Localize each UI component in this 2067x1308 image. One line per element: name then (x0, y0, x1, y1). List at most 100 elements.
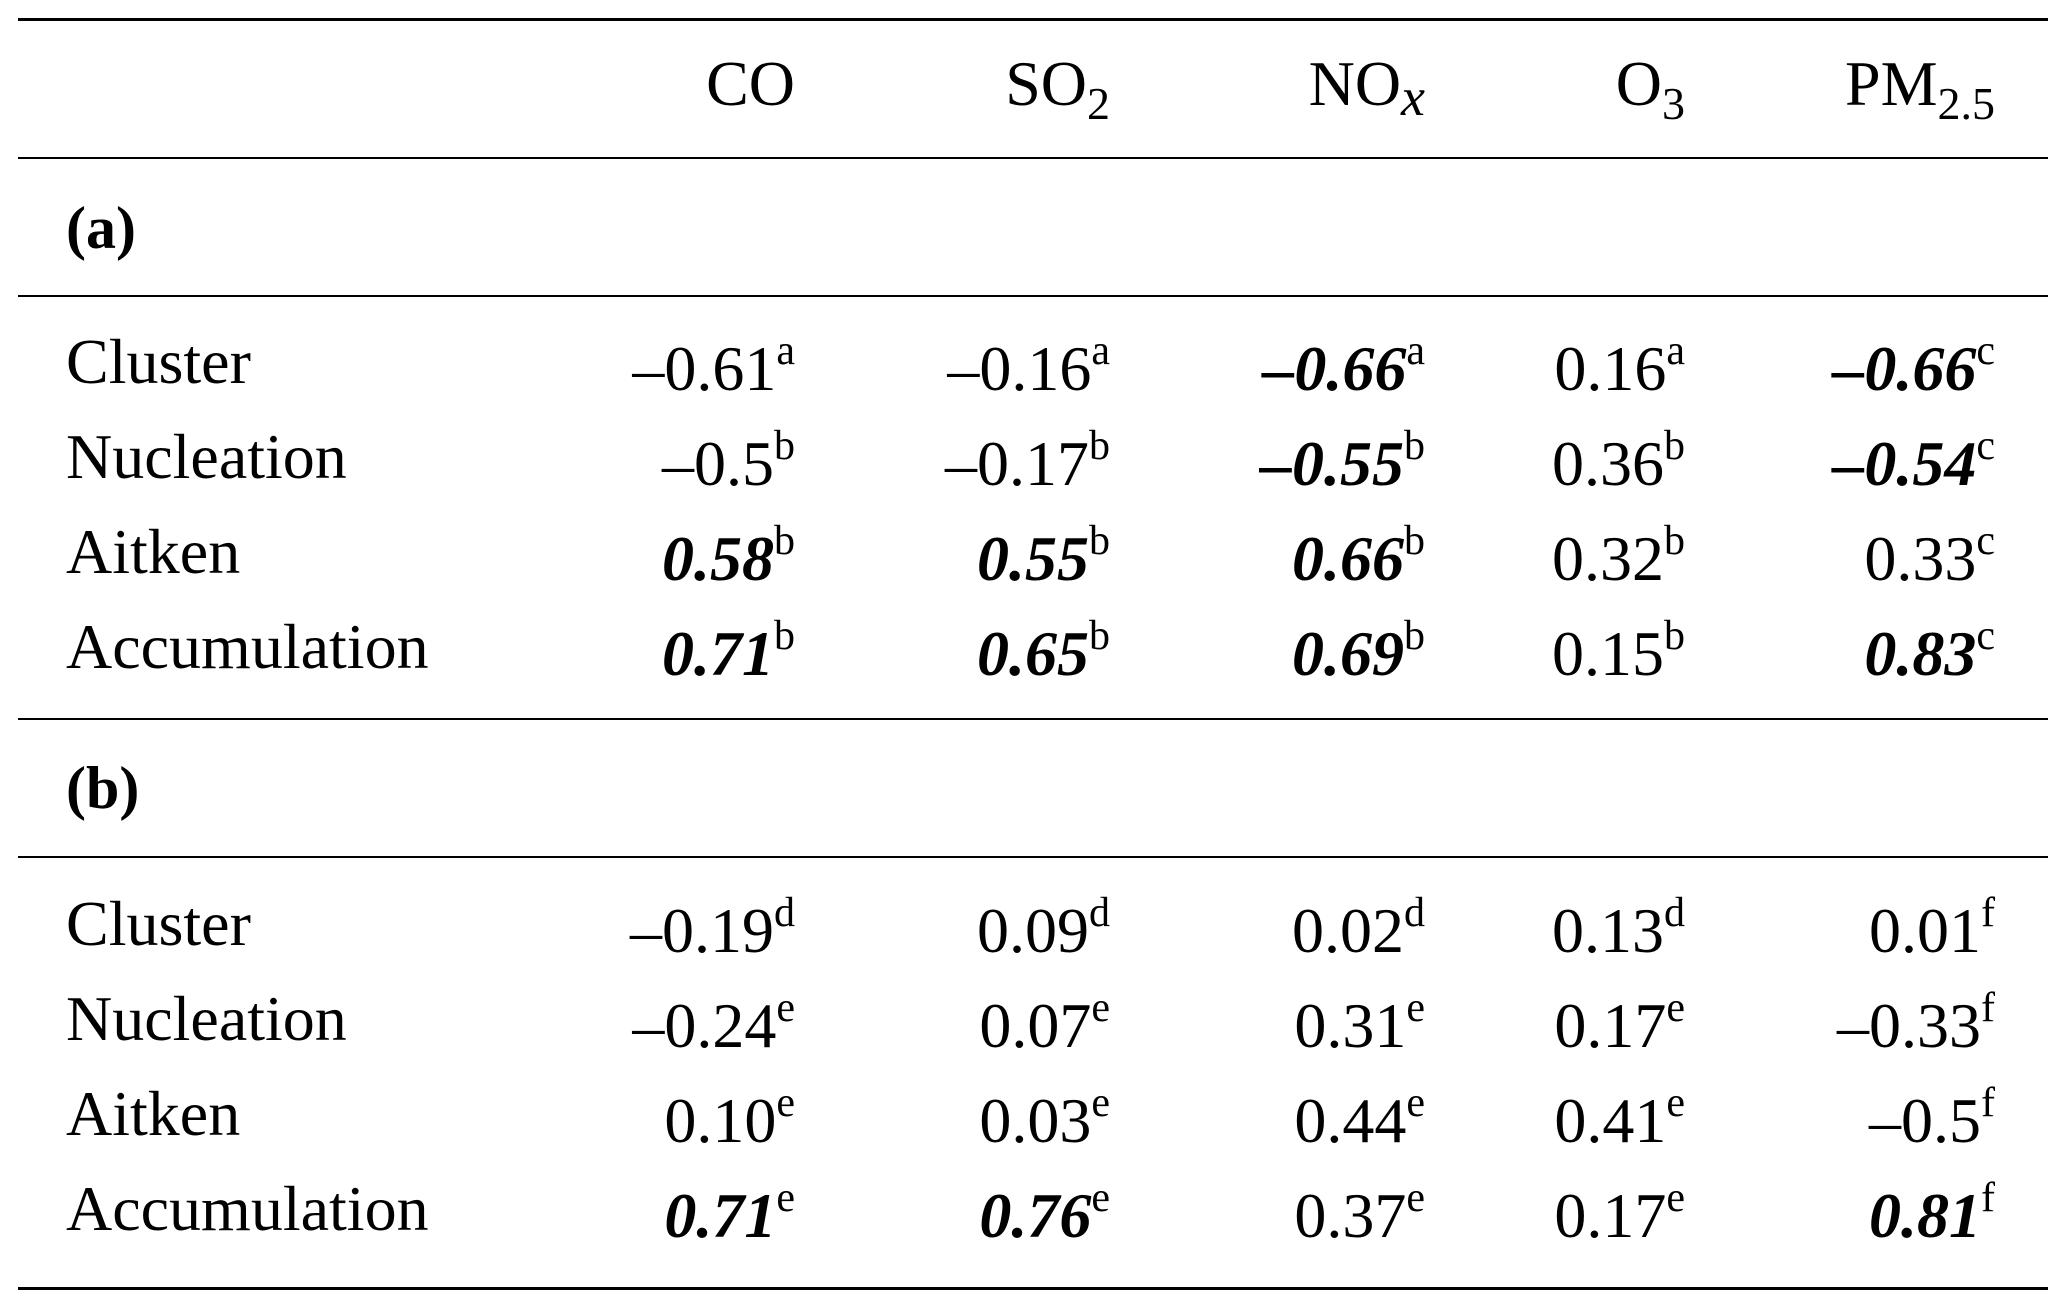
cell-value: 0.10 (664, 1085, 777, 1156)
cell-value: 0.58 (662, 523, 774, 594)
row-label: Accumulation (66, 611, 429, 682)
table-cell: 0.69b (1105, 615, 1425, 686)
cell-footnote-marker: b (774, 613, 795, 659)
section-a-label: (a) (66, 195, 136, 261)
cell-footnote-marker: e (1666, 1175, 1685, 1221)
cell-value: 0.31 (1294, 990, 1407, 1061)
table-cell: 0.44e (1105, 1082, 1425, 1153)
cell-footnote-marker: b (1664, 613, 1685, 659)
table-cell: 0.09d (790, 892, 1110, 963)
cell-value: 0.32 (1552, 523, 1664, 594)
cell-footnote-marker: b (1664, 423, 1685, 469)
cell-footnote-marker: d (1089, 890, 1110, 936)
table-cell: –0.33f (1675, 987, 1995, 1058)
cell-footnote-marker: f (1981, 1080, 1995, 1126)
table-cell: 0.37e (1105, 1177, 1425, 1248)
table-cell: 0.65b (790, 615, 1110, 686)
table-cell: 0.76e (790, 1177, 1110, 1248)
cell-value: 0.01 (1869, 895, 1981, 966)
table-cell: 0.32b (1365, 520, 1685, 591)
cell-footnote-marker: b (774, 518, 795, 564)
cell-value: 0.81 (1869, 1180, 1981, 1251)
cell-value: 0.17 (1554, 1180, 1667, 1251)
table-cell: 0.33c (1675, 520, 1995, 591)
top-rule (18, 18, 2048, 21)
table-cell: 0.41e (1365, 1082, 1685, 1153)
cell-footnote-marker: e (776, 1175, 795, 1221)
table-cell: –0.5f (1675, 1082, 1995, 1153)
table-cell: 0.10e (475, 1082, 795, 1153)
cell-value: –0.24 (632, 990, 777, 1061)
table-cell: 0.55b (790, 520, 1110, 591)
table-cell: –0.24e (475, 987, 795, 1058)
cell-value: –0.16 (947, 333, 1092, 404)
section-b-rule (18, 856, 2048, 858)
cell-footnote-marker: b (1404, 423, 1425, 469)
table-cell: –0.61a (475, 330, 795, 401)
column-header-pm25: PM2.5 (1845, 48, 1995, 129)
cell-footnote-marker: b (1089, 518, 1110, 564)
cell-footnote-marker: b (774, 423, 795, 469)
cell-value: –0.54 (1832, 428, 1977, 499)
cell-footnote-marker: e (1091, 1175, 1110, 1221)
cell-value: 0.37 (1294, 1180, 1407, 1251)
section-divider-rule (18, 718, 2048, 720)
cell-footnote-marker: c (1976, 613, 1995, 659)
cell-footnote-marker: c (1976, 423, 1995, 469)
cell-value: 0.07 (979, 990, 1092, 1061)
row-label: Aitken (66, 516, 241, 587)
cell-value: –0.17 (945, 428, 1089, 499)
cell-value: 0.41 (1554, 1085, 1667, 1156)
table-cell: 0.83c (1675, 615, 1995, 686)
section-a-rule (18, 295, 2048, 297)
cell-footnote-marker: e (1406, 1175, 1425, 1221)
column-header-co: CO (706, 48, 795, 119)
table-cell: 0.03e (790, 1082, 1110, 1153)
table-cell: 0.02d (1105, 892, 1425, 963)
cell-footnote-marker: e (1406, 1080, 1425, 1126)
cell-value: –0.66 (1832, 333, 1977, 404)
cell-value: –0.33 (1837, 990, 1981, 1061)
cell-value: –0.19 (630, 895, 774, 966)
cell-footnote-marker: d (774, 890, 795, 936)
table-cell: 0.36b (1365, 425, 1685, 496)
table-cell: 0.81f (1675, 1177, 1995, 1248)
row-label: Aitken (66, 1078, 241, 1149)
cell-value: 0.13 (1552, 895, 1664, 966)
cell-value: 0.83 (1864, 618, 1977, 689)
cell-value: 0.65 (977, 618, 1089, 689)
table-cell: 0.15b (1365, 615, 1685, 686)
column-header-o3: O3 (1615, 48, 1685, 129)
cell-footnote-marker: f (1981, 890, 1995, 936)
table-cell: 0.58b (475, 520, 795, 591)
cell-value: –0.5 (662, 428, 774, 499)
cell-footnote-marker: a (1406, 328, 1425, 374)
cell-footnote-marker: e (1091, 985, 1110, 1031)
cell-value: 0.15 (1552, 618, 1664, 689)
cell-footnote-marker: d (1664, 890, 1685, 936)
cell-footnote-marker: e (776, 1080, 795, 1126)
cell-footnote-marker: f (1981, 985, 1995, 1031)
cell-value: 0.66 (1292, 523, 1404, 594)
cell-value: –0.55 (1260, 428, 1404, 499)
cell-footnote-marker: e (1406, 985, 1425, 1031)
cell-footnote-marker: e (1091, 1080, 1110, 1126)
cell-value: –0.5 (1869, 1085, 1981, 1156)
cell-value: 0.71 (664, 1180, 777, 1251)
table-cell: 0.01f (1675, 892, 1995, 963)
cell-value: 0.76 (979, 1180, 1092, 1251)
cell-value: 0.03 (979, 1085, 1092, 1156)
bottom-rule (18, 1287, 2048, 1290)
row-label: Cluster (66, 326, 251, 397)
cell-footnote-marker: c (1976, 518, 1995, 564)
table-cell: –0.5b (475, 425, 795, 496)
cell-value: 0.71 (662, 618, 774, 689)
table-cell: 0.13d (1365, 892, 1685, 963)
row-label: Nucleation (66, 421, 347, 492)
header-rule (18, 157, 2048, 159)
cell-value: 0.09 (977, 895, 1089, 966)
table-cell: –0.19d (475, 892, 795, 963)
cell-footnote-marker: f (1981, 1175, 1995, 1221)
cell-footnote-marker: e (1666, 1080, 1685, 1126)
cell-footnote-marker: a (1091, 328, 1110, 374)
